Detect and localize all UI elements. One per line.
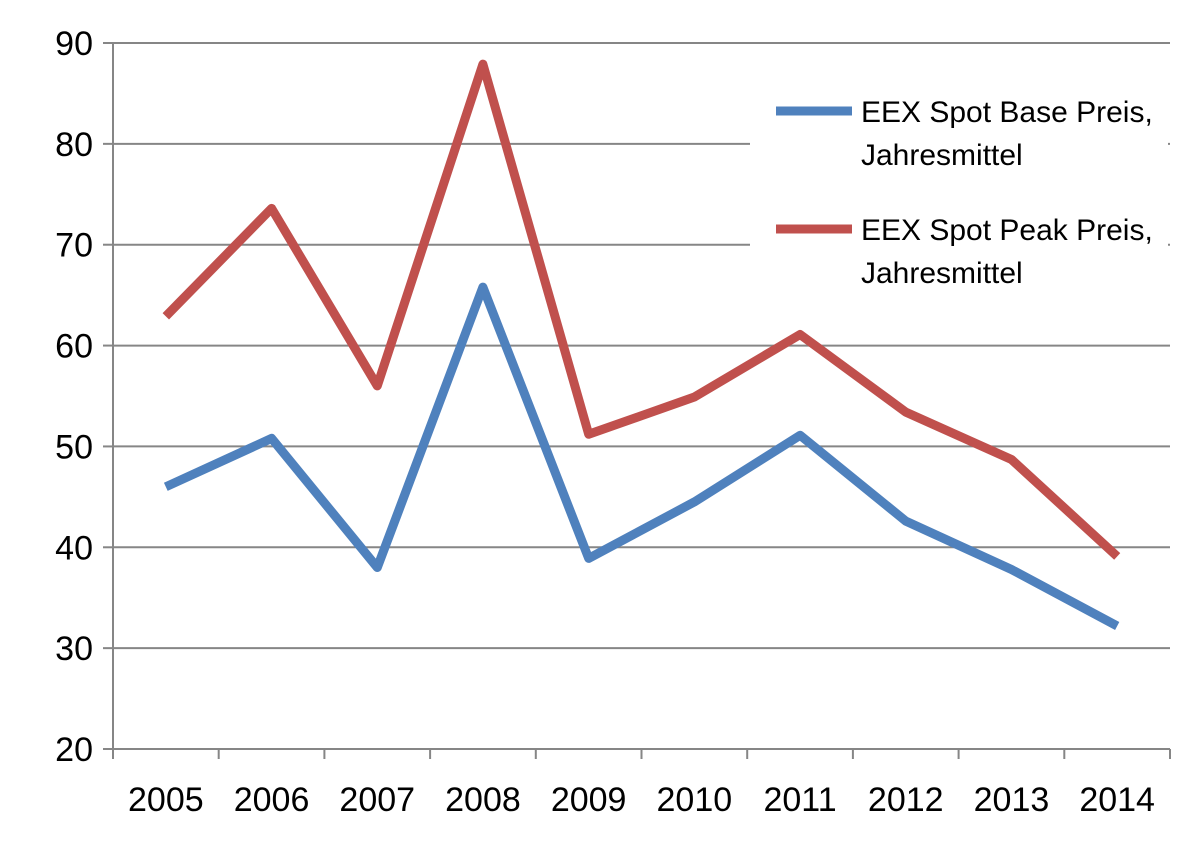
- legend-label: Jahresmittel: [861, 257, 1023, 290]
- x-tick-label: 2011: [763, 781, 836, 819]
- y-tick-label: 70: [55, 227, 93, 265]
- y-tick-label: 60: [55, 328, 93, 366]
- legend-label: EEX Spot Base Preis,: [861, 96, 1153, 129]
- x-tick-label: 2005: [128, 781, 204, 819]
- series-line-base: [163, 282, 1120, 630]
- y-tick-label: 30: [55, 630, 93, 668]
- y-tick-label: 40: [55, 529, 93, 567]
- series-line-peak: [162, 59, 1121, 560]
- x-axis-ticks: 2005 2006 2007 2008 2009 2010 2011 2012 2013 2014: [112, 749, 1171, 819]
- x-tick-label: 2014: [1079, 781, 1155, 819]
- x-tick-label: 2007: [339, 781, 415, 819]
- x-tick-label: 2013: [974, 781, 1050, 819]
- x-tick-label: 2010: [657, 781, 733, 819]
- y-axis-ticks: 20 30 40 50 60 70 80 90: [55, 25, 113, 769]
- x-tick-label: 2006: [234, 781, 310, 819]
- y-tick-label: 80: [55, 126, 93, 164]
- legend-label: Jahresmittel: [861, 139, 1023, 172]
- series-lines: [162, 59, 1121, 630]
- legend: EEX Spot Base Preis, Jahresmittel EEX Spot…: [776, 96, 1153, 290]
- y-tick-label: 20: [55, 731, 93, 769]
- x-tick-label: 2009: [551, 781, 627, 819]
- legend-label: EEX Spot Peak Preis,: [861, 214, 1153, 247]
- legend-background: [750, 85, 1168, 295]
- x-tick-label: 2012: [868, 781, 944, 819]
- x-tick-label: 2008: [445, 781, 521, 819]
- y-tick-label: 50: [55, 428, 93, 466]
- y-tick-label: 90: [55, 25, 93, 63]
